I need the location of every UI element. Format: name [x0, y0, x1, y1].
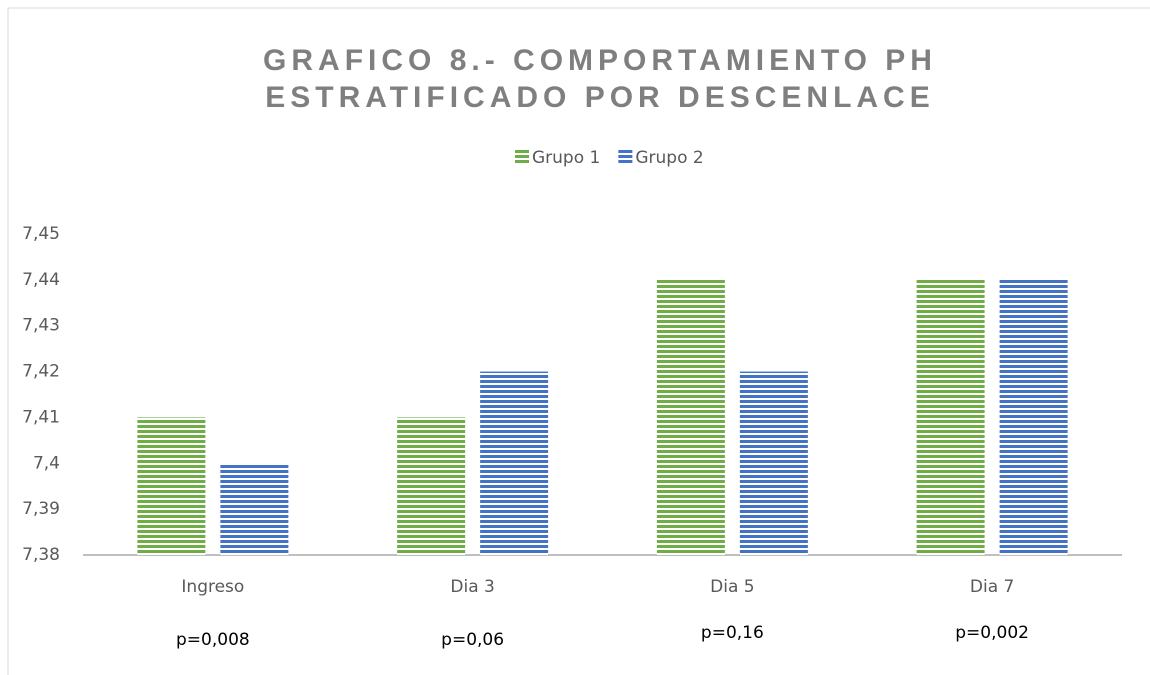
- y-tick-label: 7,43: [22, 316, 60, 336]
- bar: [480, 371, 549, 555]
- bar: [999, 279, 1068, 555]
- bar: [137, 417, 206, 555]
- bar: [916, 279, 985, 555]
- y-tick-label: 7,39: [22, 499, 60, 519]
- legend-swatch: [618, 150, 633, 164]
- y-tick-label: 7,4: [33, 453, 60, 473]
- y-tick-label: 7,45: [22, 224, 60, 244]
- chart-border: [7, 7, 1150, 675]
- annotation: p=0,002: [955, 623, 1029, 643]
- x-tick-label: Dia 3: [450, 577, 494, 597]
- y-tick-label: 7,44: [22, 270, 60, 290]
- annotation: p=0,16: [701, 623, 764, 643]
- chart-title: ESTRATIFICADO POR DESCENLACE: [265, 81, 934, 114]
- legend-swatch: [515, 150, 529, 164]
- x-tick-label: Dia 7: [970, 577, 1014, 597]
- bar: [739, 371, 808, 555]
- legend-label: Grupo 2: [635, 148, 703, 168]
- chart-title: GRAFICO 8.- COMPORTAMIENTO PH: [263, 44, 937, 77]
- x-tick-label: Dia 5: [710, 577, 754, 597]
- y-tick-label: 7,38: [22, 545, 60, 565]
- legend-label: Grupo 1: [532, 148, 600, 168]
- y-tick-label: 7,42: [22, 362, 60, 382]
- x-tick-label: Ingreso: [181, 577, 244, 597]
- bar: [656, 279, 725, 555]
- y-tick-label: 7,41: [22, 407, 60, 427]
- annotation: p=0,06: [441, 630, 504, 650]
- bar: [397, 417, 466, 555]
- annotation: p=0,008: [176, 630, 250, 650]
- bar: [220, 463, 289, 555]
